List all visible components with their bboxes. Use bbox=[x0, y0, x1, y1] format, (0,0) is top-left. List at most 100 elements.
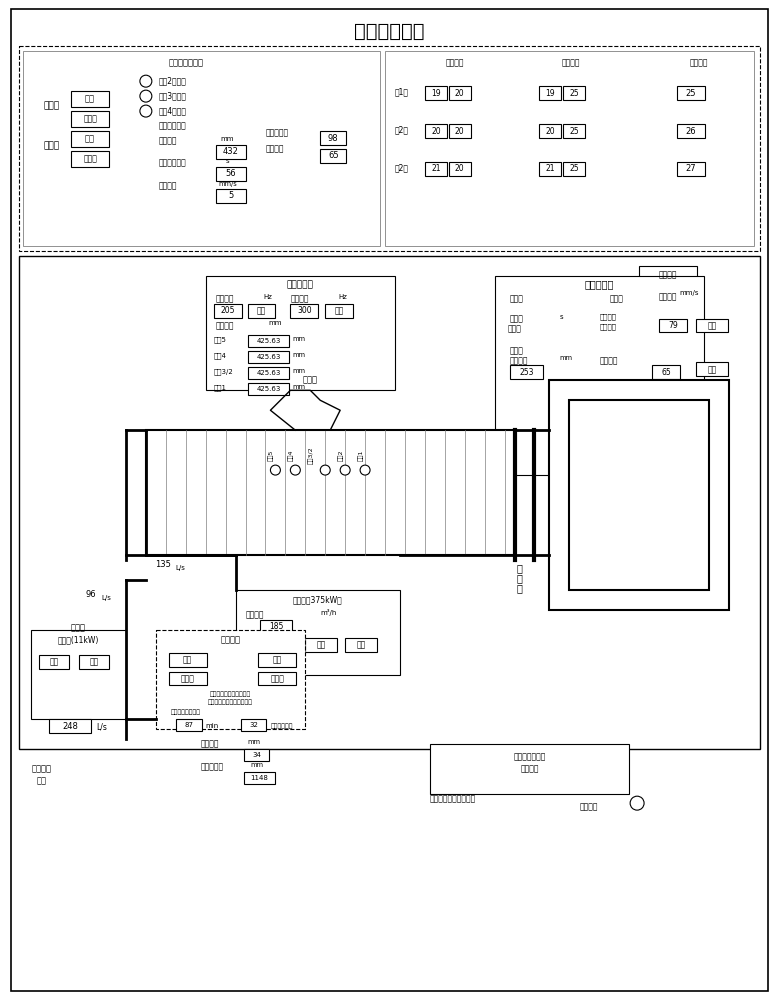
Bar bbox=[425, 86, 447, 100]
Text: 关闸: 关闸 bbox=[707, 321, 717, 330]
Text: 432: 432 bbox=[223, 147, 238, 156]
Bar bbox=[71, 151, 109, 167]
Bar bbox=[652, 365, 680, 379]
Text: 运行3段时间: 运行3段时间 bbox=[159, 92, 187, 101]
Bar bbox=[213, 304, 241, 318]
Circle shape bbox=[630, 796, 644, 810]
Text: 启动: 启动 bbox=[257, 306, 266, 315]
Text: 吸: 吸 bbox=[516, 583, 523, 593]
Text: 停泵: 停泵 bbox=[357, 640, 365, 649]
Bar bbox=[248, 351, 289, 363]
Text: 开闸: 开闸 bbox=[707, 365, 717, 374]
Text: 水位5: 水位5 bbox=[213, 336, 227, 343]
Bar bbox=[244, 749, 270, 761]
Text: 开指示: 开指示 bbox=[509, 346, 523, 355]
Text: 第2段: 第2段 bbox=[395, 163, 409, 172]
Text: 56: 56 bbox=[225, 169, 236, 178]
Text: 水位4: 水位4 bbox=[288, 449, 294, 461]
Text: 闸门运行时间: 闸门运行时间 bbox=[159, 158, 187, 167]
Bar bbox=[244, 772, 276, 784]
Text: 25: 25 bbox=[569, 89, 579, 98]
Text: 水槽控制系统: 水槽控制系统 bbox=[354, 22, 425, 41]
Text: 闸门动作: 闸门动作 bbox=[599, 313, 616, 320]
Text: 21: 21 bbox=[545, 164, 555, 173]
Bar bbox=[639, 266, 697, 284]
Bar bbox=[235, 590, 400, 675]
Text: 425.63: 425.63 bbox=[256, 370, 280, 376]
Text: 速度设定: 速度设定 bbox=[599, 323, 616, 330]
Bar bbox=[449, 124, 471, 138]
Bar bbox=[320, 131, 346, 145]
Circle shape bbox=[340, 465, 350, 475]
Text: 闸门开度: 闸门开度 bbox=[159, 136, 178, 145]
Text: 开指示: 开指示 bbox=[509, 294, 523, 303]
Bar bbox=[345, 638, 377, 652]
Text: 水位联锁: 水位联锁 bbox=[520, 765, 539, 774]
Bar bbox=[248, 304, 276, 318]
Text: 425.63: 425.63 bbox=[256, 354, 280, 360]
Bar bbox=[563, 162, 585, 176]
Bar bbox=[385, 51, 754, 246]
Text: 尾门开度: 尾门开度 bbox=[201, 740, 219, 749]
Circle shape bbox=[140, 75, 152, 87]
Bar bbox=[540, 162, 562, 176]
Text: 运行4段时间: 运行4段时间 bbox=[159, 107, 187, 116]
Bar bbox=[509, 365, 544, 379]
Bar bbox=[19, 46, 760, 251]
Text: 第1段: 第1段 bbox=[395, 88, 409, 97]
Bar bbox=[325, 304, 353, 318]
Text: 248: 248 bbox=[62, 722, 78, 731]
Text: 21: 21 bbox=[431, 164, 441, 173]
Bar bbox=[248, 335, 289, 347]
Text: 阀门运: 阀门运 bbox=[509, 314, 523, 323]
Text: mm: mm bbox=[292, 368, 305, 374]
Bar bbox=[320, 149, 346, 163]
Text: 变频泵（375kW）: 变频泵（375kW） bbox=[292, 595, 342, 604]
Bar bbox=[425, 124, 447, 138]
Text: 425.63: 425.63 bbox=[256, 338, 280, 344]
Bar bbox=[449, 162, 471, 176]
Text: 20: 20 bbox=[455, 89, 464, 98]
Bar bbox=[216, 145, 245, 159]
Circle shape bbox=[291, 465, 301, 475]
Text: 水位2: 水位2 bbox=[338, 449, 344, 461]
Text: mm: mm bbox=[251, 762, 263, 768]
Text: 26: 26 bbox=[686, 127, 696, 136]
Text: 32: 32 bbox=[249, 722, 258, 728]
Text: 425.63: 425.63 bbox=[256, 386, 280, 392]
Text: 速度模式: 速度模式 bbox=[580, 803, 597, 812]
Bar bbox=[206, 276, 395, 390]
Circle shape bbox=[360, 465, 370, 475]
Bar bbox=[216, 167, 245, 181]
Bar bbox=[146, 430, 515, 555]
Text: 5: 5 bbox=[228, 191, 233, 200]
Text: 倒缸吸门运行模式选择: 倒缸吸门运行模式选择 bbox=[430, 795, 476, 804]
Bar bbox=[677, 162, 705, 176]
Text: s: s bbox=[559, 314, 563, 320]
Bar bbox=[696, 319, 728, 332]
Text: 关闸停: 关闸停 bbox=[83, 154, 97, 163]
Text: 开指示: 开指示 bbox=[43, 102, 59, 111]
Text: 20: 20 bbox=[545, 127, 555, 136]
Text: 开闸: 开闸 bbox=[85, 95, 95, 104]
Text: 关指示: 关指示 bbox=[43, 141, 59, 150]
Text: mm: mm bbox=[292, 352, 305, 358]
Bar bbox=[156, 630, 305, 729]
Text: 水位3/2: 水位3/2 bbox=[213, 368, 234, 375]
Text: mm: mm bbox=[292, 336, 305, 342]
Text: 20: 20 bbox=[455, 164, 464, 173]
Bar bbox=[39, 655, 69, 669]
Bar bbox=[291, 304, 319, 318]
Bar bbox=[31, 630, 126, 719]
Text: L/s: L/s bbox=[101, 595, 111, 601]
Text: 运行2段时间: 运行2段时间 bbox=[159, 77, 187, 86]
Text: 20: 20 bbox=[455, 127, 464, 136]
Text: 98: 98 bbox=[328, 134, 339, 143]
Text: 行程度: 行程度 bbox=[508, 324, 521, 333]
Text: mm: mm bbox=[248, 739, 260, 745]
Bar bbox=[176, 719, 202, 731]
Text: 185: 185 bbox=[270, 622, 284, 631]
Text: mm/s: mm/s bbox=[679, 290, 699, 296]
Bar bbox=[639, 288, 697, 306]
Text: 19: 19 bbox=[545, 89, 555, 98]
